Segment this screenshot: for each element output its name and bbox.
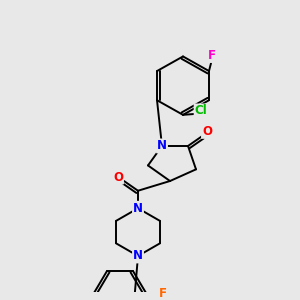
Text: F: F: [159, 287, 167, 300]
Text: F: F: [208, 49, 216, 62]
Text: N: N: [133, 202, 143, 215]
Text: O: O: [113, 171, 123, 184]
Text: N: N: [157, 140, 167, 152]
Text: N: N: [133, 250, 143, 262]
Text: O: O: [202, 125, 212, 138]
Text: Cl: Cl: [195, 104, 207, 117]
